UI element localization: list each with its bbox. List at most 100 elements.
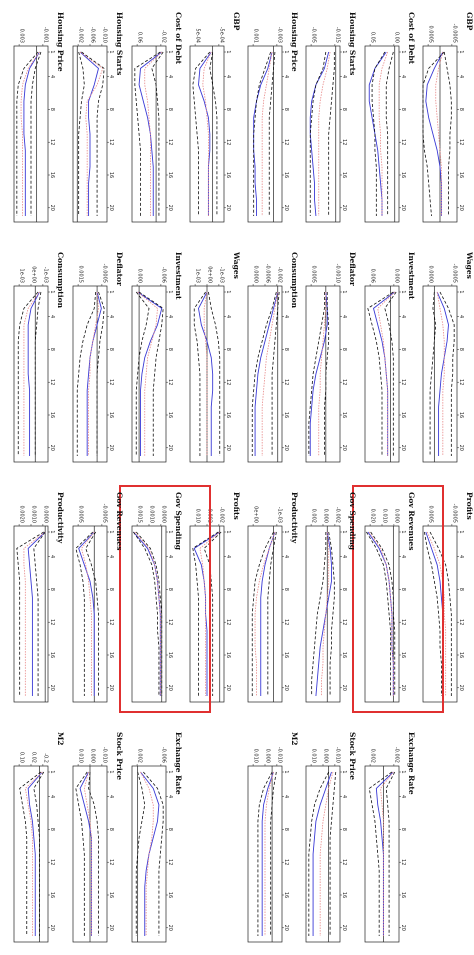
plot-frame [13,525,49,703]
x-tick-label: 16 [49,892,55,898]
x-tick-label: 8 [225,588,231,591]
series-line-3 [424,531,442,696]
x-tick-label: 8 [341,348,347,351]
y-tick-label: 0.010 [311,749,317,763]
x-tick-label: 1 [400,50,406,53]
series-line-1 [373,291,396,456]
y-tick-label: -0.003 [276,27,282,43]
x-tick-label: 20 [108,925,114,931]
x-tick-label: 12 [400,619,406,625]
y-tick-label: 0.000 [323,509,329,523]
x-tick-label: 8 [225,108,231,111]
series-line-2 [261,51,273,216]
series-line-3 [192,531,219,696]
series-line-2 [144,51,163,216]
x-tick-label: 12 [458,379,464,385]
x-tick-label: 12 [108,859,114,865]
series-line-3 [193,291,206,456]
y-tick-label: 0e+00 [207,266,213,283]
x-tick-label: 1 [458,530,464,533]
x-tick-label: 8 [400,588,406,591]
x-tick-label: 16 [458,412,464,418]
x-tick-label: 12 [458,619,464,625]
x-tick-label: 1 [108,530,114,533]
x-tick-label: 20 [225,205,231,211]
plot-frame [305,525,341,703]
x-tick-label: 8 [108,108,114,111]
panel-title: Productivity [56,492,65,544]
x-tick-label: 16 [108,412,114,418]
y-tick-label: 1e-03 [195,269,201,283]
series-line-2 [319,771,334,936]
x-tick-label: 12 [283,139,289,145]
x-tick-label: 4 [458,75,464,78]
x-tick-label: 1 [283,770,289,773]
y-tick-label: 0.000 [137,269,143,283]
y-tick-label: 0.0000 [253,266,259,284]
series-line-4 [271,291,280,456]
x-tick-label: 8 [225,348,231,351]
panel-title: Cost of Debt [407,12,416,65]
series-line-1 [254,291,279,456]
plot-frame [72,285,108,463]
x-tick-label: 12 [341,139,347,145]
series-line-4 [151,51,164,216]
x-tick-label: 4 [283,315,289,318]
series-line-3 [251,291,277,456]
panel-title: Profits [465,492,474,520]
panel-title: Housing Price [290,12,299,72]
x-tick-label: 1 [49,50,55,53]
plot-frame [422,285,458,463]
x-tick-label: 8 [49,348,55,351]
x-tick-label: 12 [225,619,231,625]
y-tick-label: -0.006 [160,267,166,283]
plot-frame [247,525,283,703]
x-tick-label: 4 [108,315,114,318]
y-tick-label: 0.020 [370,509,376,523]
x-tick-label: 12 [341,619,347,625]
x-tick-label: 16 [167,172,173,178]
x-tick-label: 20 [225,685,231,691]
y-tick-label: -1e-03 [218,267,224,283]
x-tick-label: 20 [341,685,347,691]
y-tick-label: 0.0010 [31,506,37,524]
x-tick-label: 4 [167,315,173,318]
x-tick-label: 4 [400,795,406,798]
series-line-3 [134,51,161,216]
x-tick-label: 16 [167,652,173,658]
y-tick-label: -0.010 [334,747,340,763]
series-line-1 [79,51,99,216]
x-tick-label: 16 [225,652,231,658]
panel-title: M2 [56,732,65,746]
x-tick-label: 8 [458,108,464,111]
y-tick-label: -1e-03 [42,267,48,283]
plot-frame [13,285,49,463]
series-line-3 [429,291,437,456]
x-tick-label: 12 [400,379,406,385]
series-line-3 [17,291,39,456]
series-line-1 [198,291,214,456]
x-tick-label: 16 [108,172,114,178]
panel-title: Consumption [56,252,65,309]
series-line-4 [81,51,105,216]
y-tick-label: -0.0005 [451,264,457,283]
x-tick-label: 12 [108,619,114,625]
x-tick-label: 20 [341,925,347,931]
series-line-2 [368,531,394,696]
x-tick-label: 8 [167,108,173,111]
x-tick-label: 1 [400,770,406,773]
x-tick-label: 1 [167,530,173,533]
x-tick-label: 12 [49,139,55,145]
x-tick-label: 1 [108,770,114,773]
x-tick-label: 16 [225,172,231,178]
series-line-3 [308,292,325,456]
